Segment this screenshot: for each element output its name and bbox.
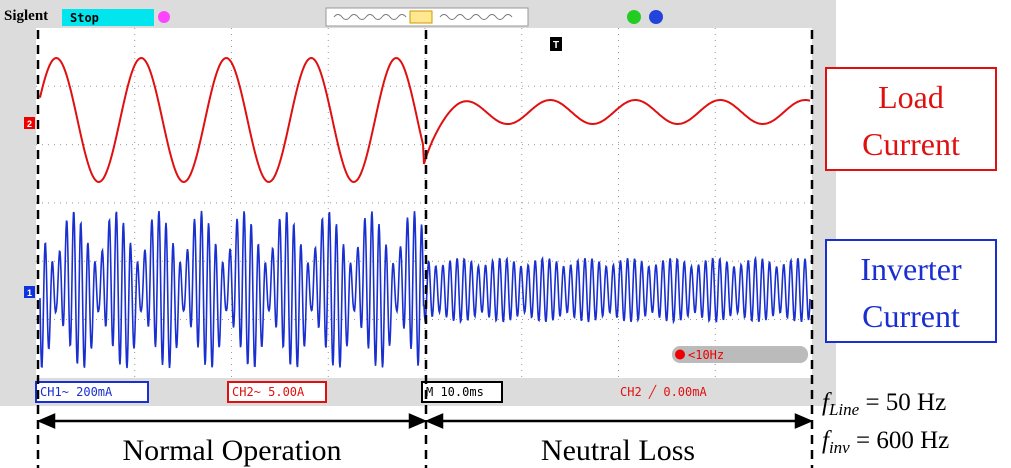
inverter-label: Current <box>862 298 960 334</box>
brand: Siglent <box>4 8 48 24</box>
icon <box>158 11 170 23</box>
ch1-setting: CH1~ 200mA <box>40 385 113 399</box>
ch1-marker-label: 1 <box>27 288 32 298</box>
timebase: M 10.0ms <box>426 385 484 399</box>
ch2-setting: CH2~ 5.00A <box>232 385 305 399</box>
phase-label: Normal Operation <box>122 434 341 467</box>
load-label: Current <box>862 126 960 162</box>
ch2-marker-label: 2 <box>27 119 32 129</box>
status: Stop <box>70 11 99 25</box>
inverter-label: Inverter <box>860 251 962 287</box>
equation: fLine = 50 Hz <box>822 389 946 419</box>
trigger-setting: CH2 ╱ 0.00mA <box>620 384 707 399</box>
figure: Siglent Stop T 2 1 <10Hz CH1~ 200mA CH2~… <box>0 0 1011 468</box>
timeline-window <box>410 11 432 23</box>
phase-label: Neutral Loss <box>541 434 695 467</box>
equation: finv = 600 Hz <box>822 427 949 457</box>
freq: <10Hz <box>688 348 724 362</box>
icon <box>649 10 663 24</box>
freq-icon <box>675 350 685 360</box>
icon <box>627 10 641 24</box>
trigger-marker-label: T <box>553 40 559 51</box>
load-label: Load <box>878 79 944 115</box>
